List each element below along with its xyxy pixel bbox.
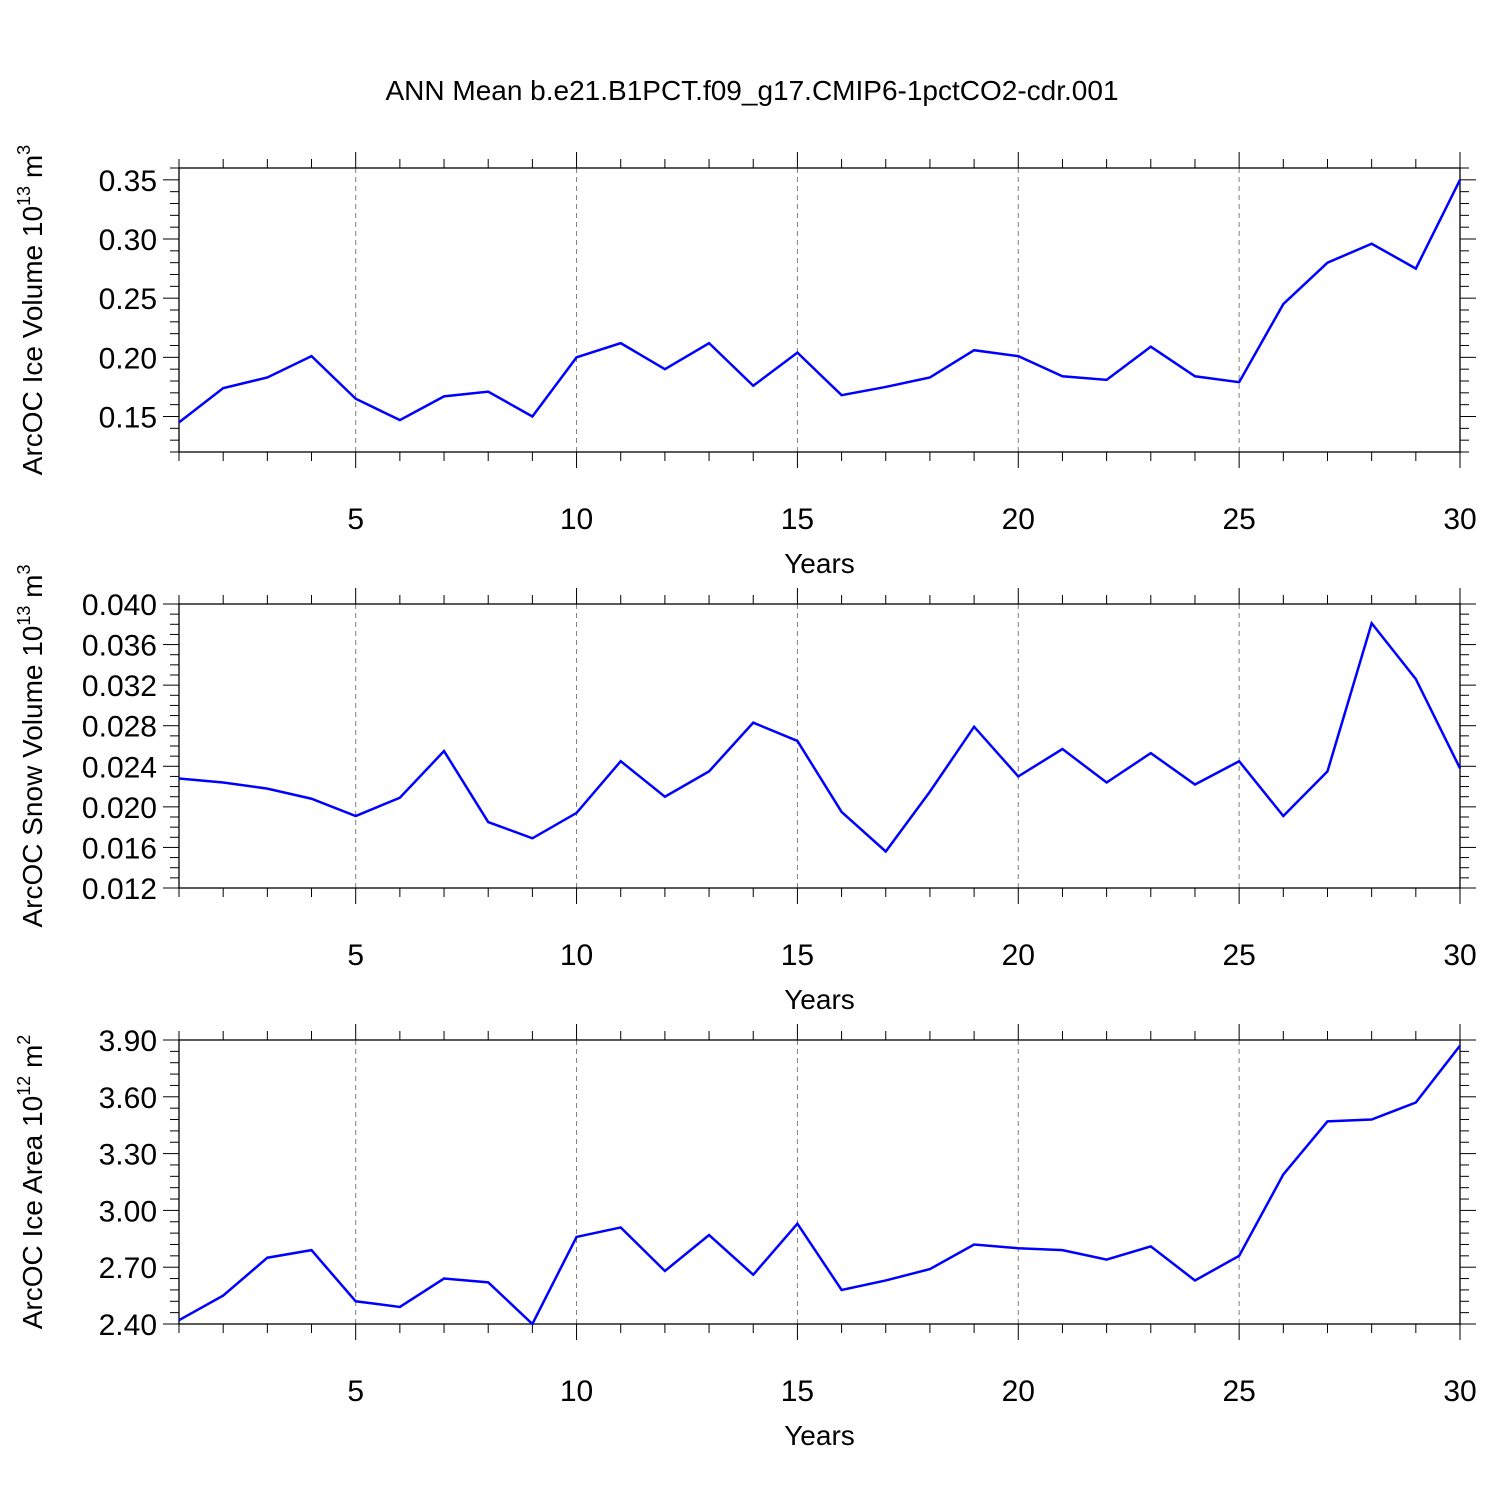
y-tick-label: 0.040 [82, 589, 157, 622]
x-tick-label: 10 [560, 939, 593, 972]
y-tick-label: 0.028 [82, 711, 157, 744]
x-axis-label: Years [784, 1420, 855, 1451]
y-axis-label: ArcOC Ice Volume 1013 m3 [14, 145, 48, 475]
x-tick-label: 20 [1002, 939, 1035, 972]
y-tick-label: 0.012 [82, 873, 157, 906]
y-axis-label: ArcOC Ice Area 1012 m2 [14, 1035, 48, 1330]
x-tick-label: 30 [1443, 1375, 1476, 1408]
series-line [178, 179, 1462, 424]
y-tick-label: 3.60 [99, 1082, 157, 1115]
series-line [178, 1044, 1461, 1327]
y-tick-label: 0.036 [82, 630, 157, 663]
x-tick-label: 10 [560, 503, 593, 536]
x-tick-label: 10 [560, 1375, 593, 1408]
y-tick-label: 0.20 [99, 342, 157, 375]
chart-panel-3: 5 10 15 20 25 30 2.40 2.70 3.00 3.30 3.60 3.90 Years… [14, 1024, 1477, 1451]
y-tick-label: 3.00 [99, 1195, 157, 1228]
x-tick-label: 5 [347, 503, 364, 536]
y-tick-label: 3.30 [99, 1139, 157, 1172]
x-tick-label: 5 [347, 1375, 364, 1408]
y-tick-label: 0.30 [99, 224, 157, 257]
plot-frame [178, 1039, 1461, 1325]
panels: 5 10 15 20 25 30 0.15 0.20 0.25 0.30 0.35 Years ArcO… [14, 145, 1477, 1451]
x-tick-label: 25 [1222, 1375, 1255, 1408]
y-tick-label: 0.15 [99, 402, 157, 435]
x-tick-label: 20 [1002, 503, 1035, 536]
x-axis-label: Years [784, 984, 855, 1015]
y-tick-label: 0.35 [99, 165, 157, 198]
y-tick-label: 0.032 [82, 670, 157, 703]
y-axis-label: ArcOC Snow Volume 1013 m3 [14, 564, 48, 927]
chart-panel-2: 5 10 15 20 25 30 0.012 0.016 0.020 0.024 0.028 0.03… [14, 564, 1477, 1015]
x-tick-label: 15 [781, 503, 814, 536]
y-tick-label: 0.016 [82, 832, 157, 865]
x-tick-label: 25 [1222, 503, 1255, 536]
y-tick-label: 2.40 [99, 1309, 157, 1342]
y-tick-label: 0.25 [99, 283, 157, 316]
plot-frame [178, 603, 1461, 889]
y-tick-label: 0.024 [82, 751, 157, 784]
chart-panel-1: 5 10 15 20 25 30 0.15 0.20 0.25 0.30 0.35 Years ArcO… [14, 145, 1477, 579]
y-tick-label: 3.90 [99, 1025, 157, 1058]
x-tick-label: 25 [1222, 939, 1255, 972]
figure-title: ANN Mean b.e21.B1PCT.f09_g17.CMIP6-1pctC… [385, 75, 1118, 106]
plot-frame [178, 167, 1461, 453]
x-tick-label: 30 [1443, 503, 1476, 536]
x-tick-label: 15 [781, 1375, 814, 1408]
x-tick-label: 5 [347, 939, 364, 972]
x-tick-label: 20 [1002, 1375, 1035, 1408]
x-tick-label: 30 [1443, 939, 1476, 972]
x-axis-label: Years [784, 548, 855, 579]
y-tick-label: 0.020 [82, 792, 157, 825]
x-tick-label: 15 [781, 939, 814, 972]
y-tick-label: 2.70 [99, 1252, 157, 1285]
series-line [178, 620, 1462, 854]
